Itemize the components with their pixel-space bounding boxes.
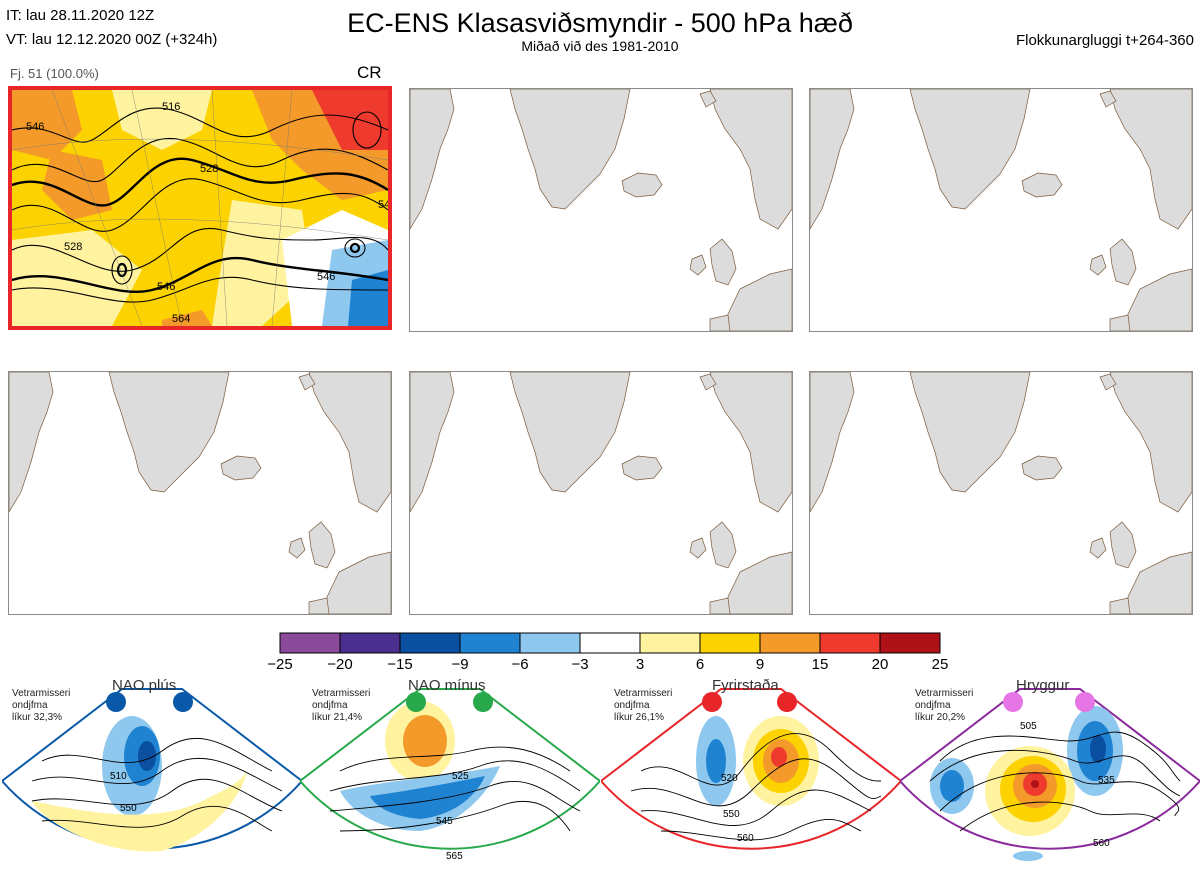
ridge-map: 505 535 560 (900, 688, 1200, 861)
isoline-label: 565 (446, 851, 463, 862)
note-line: Vetrarmisseri (915, 688, 974, 699)
regime-dot (777, 692, 797, 712)
map-outline (9, 372, 391, 614)
page-title: EC-ENS Klasasviðsmyndir - 500 hPa hæð (347, 8, 853, 38)
regime-dot (406, 692, 426, 712)
regime-title: NAO mínus (408, 677, 486, 694)
member-count-label: Fj. 51 (100.0%) (10, 66, 99, 81)
colorbar (279, 632, 941, 654)
nao-minus-map: 525 545 565 (300, 688, 600, 862)
contour-label: 546 (378, 199, 388, 211)
colorbar-swatch (399, 632, 461, 654)
colorbar-tick-label: 9 (755, 656, 765, 673)
colorbar-tick-label: −6 (511, 656, 529, 673)
note-line: líkur 20,2% (915, 712, 966, 723)
isoline-label: 525 (452, 771, 469, 782)
isoline-label: 505 (1020, 721, 1037, 732)
colorbar-tick-label: −9 (451, 656, 469, 673)
cluster-panel-3[interactable] (809, 88, 1193, 332)
isoline-label: 550 (120, 803, 137, 814)
colorbar-swatch (519, 632, 581, 654)
contour-label: 516 (162, 101, 180, 113)
init-time: IT: lau 28.11.2020 12Z (6, 7, 155, 24)
classification-window: Flokkunargluggi t+264-360 (1015, 32, 1194, 49)
isoline-label: 520 (721, 773, 738, 784)
map-outline (810, 372, 1192, 614)
colorbar-swatch (579, 632, 641, 654)
colorbar-tick-label: 15 (811, 656, 829, 673)
contour-label: 546 (317, 271, 335, 283)
map-outline (410, 372, 792, 614)
contour-label: 564 (172, 313, 190, 325)
colorbar-tick-label: −3 (571, 656, 589, 673)
regime-note: Vetrarmisseri ondjfma líkur 20,2% (915, 688, 973, 724)
cluster-panel-5[interactable] (409, 371, 793, 615)
isoline-label: 550 (723, 809, 740, 820)
contour-label: 528 (200, 163, 218, 175)
regime-dot (106, 692, 126, 712)
colorbar-swatch (879, 632, 941, 654)
isoline-label: 545 (436, 816, 453, 827)
colorbar-swatch (699, 632, 761, 654)
isoline-label: 560 (1093, 838, 1110, 849)
regime-dot (1075, 692, 1095, 712)
colorbar-tick-label: −20 (327, 656, 353, 673)
cluster-panel-4[interactable] (8, 371, 392, 615)
cluster-panel-2[interactable] (409, 88, 793, 332)
note-line: líkur 26,1% (614, 712, 665, 723)
nao-plus-map: 510 550 (2, 688, 302, 852)
isoline-label: 535 (1098, 775, 1115, 786)
colorbar-swatch (339, 632, 401, 654)
contour-label: 546 (26, 121, 44, 133)
cluster-1-map: 546 528 546 528 516 546 564 546 (12, 90, 388, 326)
colorbar-swatch (819, 632, 881, 654)
regime-title: NAO plús (112, 677, 177, 694)
cluster-panel-1[interactable]: 546 528 546 528 516 546 564 546 (8, 86, 392, 330)
colorbar-tick-label: −25 (267, 656, 293, 673)
note-line: Vetrarmisseri (312, 688, 371, 699)
note-line: Vetrarmisseri (12, 688, 71, 699)
blocking-map: 520 550 560 (601, 688, 901, 850)
colorbar-swatch (639, 632, 701, 654)
regime-title: Hryggur (1016, 677, 1070, 694)
note-line: ondjfma (614, 700, 650, 711)
valid-time: VT: lau 12.12.2020 00Z (+324h) (6, 31, 218, 48)
page-subtitle: Miðað við des 1981-2010 (521, 38, 679, 54)
regime-note: Vetrarmisseri ondjfma líkur 32,3% (12, 688, 70, 724)
regime-dot (473, 692, 493, 712)
colorbar-swatch (459, 632, 521, 654)
colorbar-tick-label: 6 (695, 656, 705, 673)
note-line: ondjfma (915, 700, 951, 711)
isoline-label: 510 (110, 771, 127, 782)
isoline-label: 560 (737, 833, 754, 844)
regime-note: Vetrarmisseri ondjfma líkur 21,4% (312, 688, 370, 724)
note-line: Vetrarmisseri (614, 688, 673, 699)
contour-label: 528 (64, 241, 82, 253)
regime-title: Fyrirstaða (712, 677, 779, 694)
colorbar-swatch (759, 632, 821, 654)
regime-dot (1003, 692, 1023, 712)
colorbar-tick-label: −15 (387, 656, 413, 673)
regime-dot (173, 692, 193, 712)
regime-code: CR (357, 63, 382, 82)
note-line: líkur 21,4% (312, 712, 363, 723)
colorbar-tick-label: 20 (871, 656, 889, 673)
note-line: ondjfma (312, 700, 348, 711)
regime-note: Vetrarmisseri ondjfma líkur 26,1% (614, 688, 672, 724)
colorbar-swatch (279, 632, 341, 654)
note-line: ondjfma (12, 700, 48, 711)
cluster-panel-6[interactable] (809, 371, 1193, 615)
map-outline (810, 89, 1192, 331)
contour-label: 546 (157, 281, 175, 293)
colorbar-tick-label: 3 (635, 656, 645, 673)
note-line: líkur 32,3% (12, 712, 63, 723)
map-outline (410, 89, 792, 331)
regime-dot (702, 692, 722, 712)
colorbar-tick-label: 25 (931, 656, 949, 673)
